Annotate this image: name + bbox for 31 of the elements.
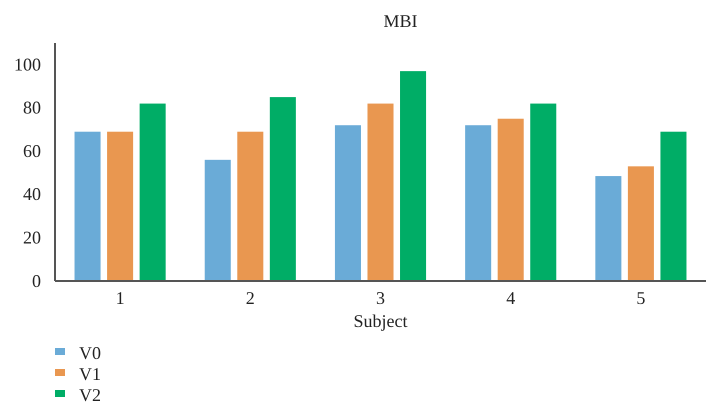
bar	[74, 132, 101, 281]
y-tick-label: 40	[23, 184, 41, 204]
y-tick-label: 20	[23, 227, 41, 248]
y-tick-label: 80	[23, 98, 41, 118]
y-tick-label: 60	[23, 140, 41, 161]
bar	[465, 125, 492, 281]
bar	[628, 166, 654, 281]
bar	[498, 118, 524, 281]
bar	[140, 104, 166, 281]
x-tick-label: 2	[246, 288, 255, 308]
bar	[660, 132, 686, 281]
bar	[107, 132, 134, 281]
bar	[204, 160, 231, 281]
legend-label: V1	[79, 364, 101, 384]
x-axis-title: Subject	[354, 311, 408, 331]
x-tick-label: 5	[636, 288, 646, 308]
x-tick-label: 1	[116, 288, 125, 308]
legend-label: V0	[79, 343, 101, 363]
x-tick-label: 4	[506, 288, 516, 308]
y-tick-label: 0	[32, 270, 41, 291]
x-tick-label: 3	[376, 288, 385, 308]
bar	[270, 97, 296, 281]
bar	[530, 104, 556, 281]
bar	[400, 71, 426, 281]
bar	[595, 176, 622, 281]
y-tick-label: 100	[14, 54, 41, 74]
bar	[334, 125, 361, 281]
bar	[237, 132, 264, 281]
bar	[367, 104, 394, 281]
legend-label: V2	[79, 385, 101, 405]
chart-title: MBI	[383, 11, 418, 31]
